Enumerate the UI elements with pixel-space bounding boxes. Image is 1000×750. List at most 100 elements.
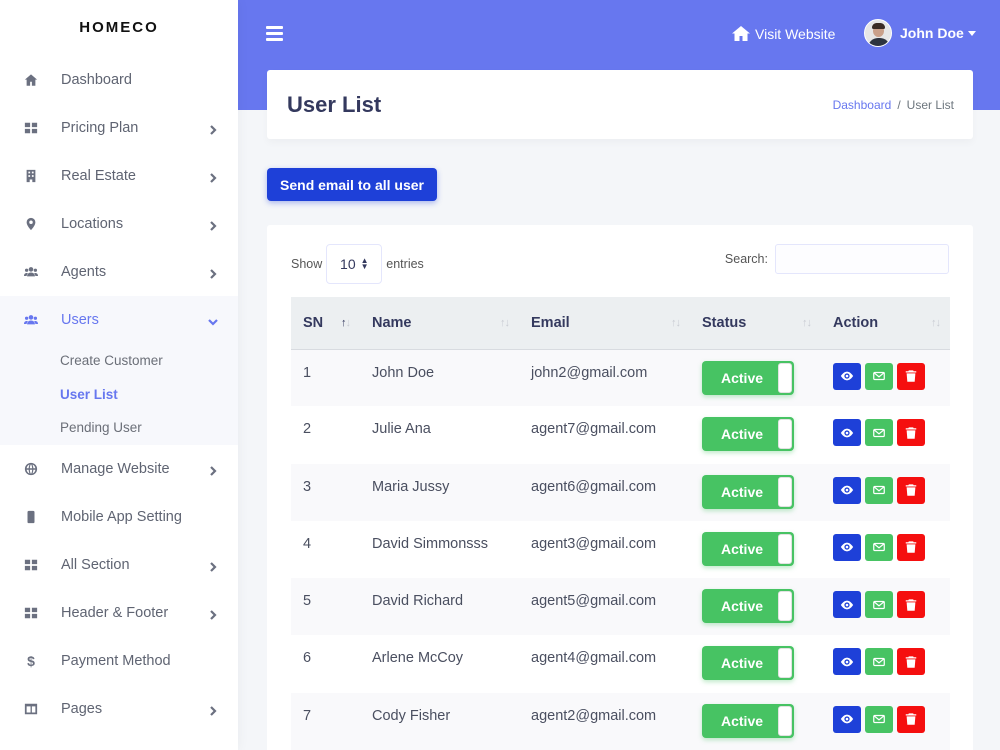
sidebar-item-manage-website[interactable]: Manage Website	[0, 445, 238, 493]
entries-label: entries	[386, 257, 424, 271]
table-search: Search:	[725, 244, 949, 274]
table-row: 1 John Doe john2@gmail.com Active	[291, 349, 950, 407]
entries-length: Show 10 ▲ ▼ entries	[291, 244, 424, 284]
column-header-name[interactable]: Name ↑↓	[360, 297, 519, 350]
cell-email: agent7@gmail.com	[531, 421, 657, 438]
cell-sn: 6	[303, 650, 312, 667]
email-button[interactable]	[865, 591, 893, 619]
grid-icon	[23, 557, 39, 573]
show-label: Show	[291, 257, 323, 271]
cell-name: John Doe	[372, 364, 435, 381]
status-toggle[interactable]: Active	[702, 646, 794, 681]
eye-icon	[840, 543, 854, 552]
email-button[interactable]	[865, 648, 893, 676]
submenu-create-customer[interactable]: Create Customer	[60, 353, 163, 368]
cell-status: Active	[690, 521, 821, 578]
view-button[interactable]	[833, 648, 861, 676]
brand-logo[interactable]: HOMECO	[79, 19, 159, 36]
status-toggle[interactable]: Active	[702, 417, 794, 452]
delete-button[interactable]	[897, 476, 925, 504]
trash-icon	[905, 599, 917, 611]
delete-button[interactable]	[897, 648, 925, 676]
entries-select[interactable]: 10 ▲ ▼	[326, 244, 383, 284]
column-header-action[interactable]: Action ↑↓	[821, 297, 950, 350]
cell-status: Active	[690, 693, 821, 750]
trash-icon	[905, 427, 917, 439]
view-button[interactable]	[833, 705, 861, 733]
sidebar-item-locations[interactable]: Locations	[0, 200, 238, 248]
breadcrumb-current: User List	[906, 98, 954, 112]
trash-icon	[905, 713, 917, 725]
cell-name: Arlene McCoy	[372, 650, 464, 667]
envelope-icon	[873, 485, 885, 495]
home-icon	[23, 72, 39, 88]
email-button[interactable]	[865, 705, 893, 733]
envelope-icon	[873, 657, 885, 667]
columns-icon	[23, 701, 39, 717]
chevron-right-icon	[208, 608, 218, 620]
user-menu[interactable]: John Doe	[864, 19, 976, 47]
search-input[interactable]	[775, 244, 949, 274]
email-button[interactable]	[865, 533, 893, 561]
sidebar-item-pricing-plan[interactable]: Pricing Plan	[0, 104, 238, 152]
sidebar-item-real-estate[interactable]: Real Estate	[0, 152, 238, 200]
sidebar-item-payment-method[interactable]: $ Payment Method	[0, 637, 238, 685]
delete-button[interactable]	[897, 533, 925, 561]
column-header-status[interactable]: Status ↑↓	[690, 297, 821, 350]
column-header-email[interactable]: Email ↑↓	[519, 297, 690, 350]
delete-button[interactable]	[897, 362, 925, 390]
user-table-card: Show 10 ▲ ▼ entries Search: SN ↑↓ Name ↑↓ E…	[267, 225, 973, 750]
email-button[interactable]	[865, 419, 893, 447]
breadcrumb-dashboard[interactable]: Dashboard	[832, 98, 892, 112]
cell-action	[821, 406, 950, 463]
sidebar-item-label: Manage Website	[61, 460, 170, 477]
delete-button[interactable]	[897, 419, 925, 447]
status-toggle[interactable]: Active	[702, 589, 794, 624]
chevron-right-icon	[208, 560, 218, 572]
view-button[interactable]	[833, 419, 861, 447]
submenu-user-list[interactable]: User List	[60, 386, 118, 402]
sidebar-item-pages[interactable]: Pages	[0, 685, 238, 733]
view-button[interactable]	[833, 476, 861, 504]
delete-button[interactable]	[897, 705, 925, 733]
chevron-right-icon	[208, 464, 218, 476]
sidebar-item-agents[interactable]: Agents	[0, 248, 238, 296]
cell-name: Maria Jussy	[372, 478, 450, 495]
send-email-all-button[interactable]: Send email to all user	[267, 168, 437, 201]
sidebar-item-mobile-app-setting[interactable]: Mobile App Setting	[0, 493, 238, 541]
grid-icon	[23, 120, 39, 136]
eye-icon	[840, 657, 854, 667]
page-title: User List	[287, 92, 382, 117]
sidebar-item-label: Mobile App Setting	[61, 508, 182, 525]
sidebar-item-users[interactable]: Users	[0, 296, 238, 344]
column-header-sn[interactable]: SN ↑↓	[291, 297, 360, 350]
delete-button[interactable]	[897, 591, 925, 619]
cell-sn: 7	[303, 707, 312, 724]
sidebar-item-label: Agents	[61, 264, 107, 280]
sidebar-item-dashboard[interactable]: Dashboard	[0, 56, 238, 104]
status-toggle[interactable]: Active	[702, 474, 794, 509]
submenu-pending-user[interactable]: Pending User	[60, 420, 142, 435]
menu-toggle-icon[interactable]	[266, 26, 283, 41]
eye-icon	[840, 714, 854, 724]
cell-sn: 5	[303, 593, 312, 610]
view-button[interactable]	[833, 591, 861, 619]
envelope-icon	[873, 428, 885, 437]
caret-down-icon	[967, 30, 976, 36]
sidebar-item-all-section[interactable]: All Section	[0, 541, 238, 589]
status-toggle[interactable]: Active	[702, 360, 794, 395]
cell-sn: 3	[303, 478, 312, 495]
email-button[interactable]	[865, 362, 893, 390]
status-toggle[interactable]: Active	[702, 703, 794, 738]
cell-name: Julie Ana	[372, 421, 431, 438]
chevron-right-icon	[208, 219, 218, 231]
sidebar-item-header-footer[interactable]: Header & Footer	[0, 589, 238, 637]
visit-website-link[interactable]: Visit Website	[731, 25, 835, 42]
email-button[interactable]	[865, 476, 893, 504]
visit-website-label: Visit Website	[755, 25, 836, 42]
status-toggle[interactable]: Active	[702, 531, 794, 566]
view-button[interactable]	[833, 533, 861, 561]
view-button[interactable]	[833, 362, 861, 390]
cell-email: agent2@gmail.com	[531, 707, 657, 724]
sort-icon: ↑↓	[500, 316, 510, 329]
